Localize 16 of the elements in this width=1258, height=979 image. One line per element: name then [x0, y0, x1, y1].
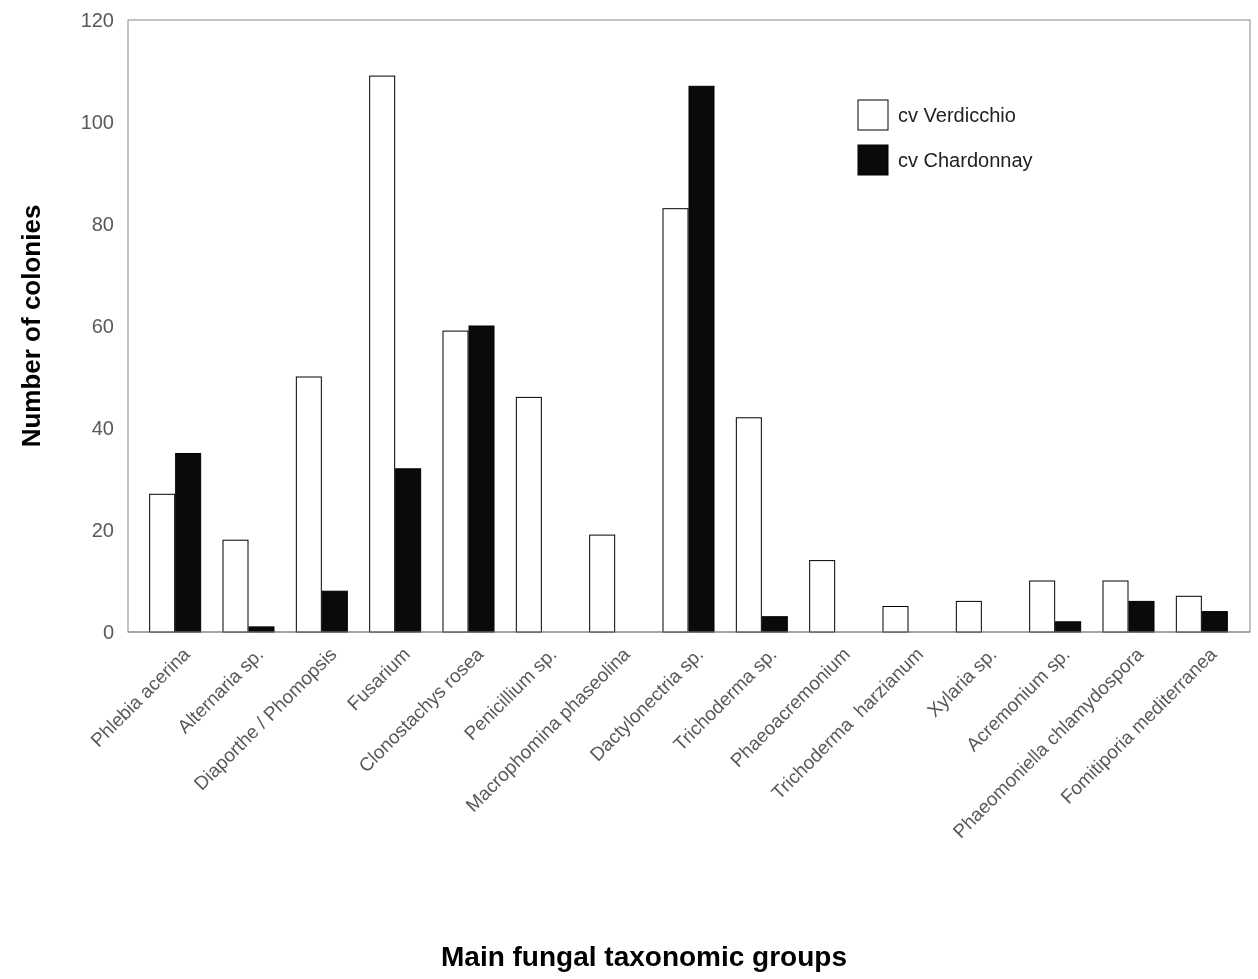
bar [515, 396, 542, 633]
bar [882, 606, 909, 633]
legend-label: cv Chardonnay [898, 149, 1033, 171]
bar [955, 600, 982, 633]
bar [809, 560, 836, 633]
bar [589, 534, 616, 633]
y-tick-label: 100 [80, 111, 114, 133]
x-axis-title: Main fungal taxonomic groups [440, 941, 848, 972]
legend-label: cv Verdicchio [898, 104, 1016, 126]
y-tick-label: 0 [102, 621, 114, 643]
y-axis-title: Number of colonies [16, 204, 46, 448]
y-tick-label: 80 [91, 213, 114, 235]
y-tick-label: 60 [91, 315, 114, 337]
y-tick-label: 40 [91, 417, 114, 439]
y-tick-label: 120 [80, 9, 114, 31]
y-tick-label: 20 [91, 519, 114, 541]
